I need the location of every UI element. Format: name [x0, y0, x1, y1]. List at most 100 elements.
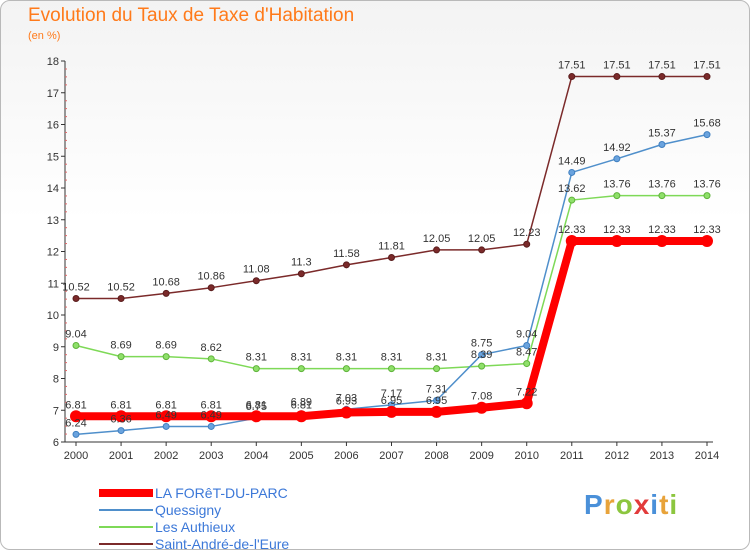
data-label: 8.31: [336, 352, 357, 364]
data-label: 12.33: [603, 224, 631, 236]
data-label: 6.81: [155, 399, 176, 411]
data-label: 7.17: [381, 388, 402, 400]
data-label: 6.81: [201, 399, 222, 411]
data-label: 12.33: [648, 224, 676, 236]
legend-label: Saint-André-de-l'Eure: [155, 536, 290, 550]
data-point: [433, 246, 441, 254]
y-tick-label: 15: [47, 151, 59, 163]
y-tick-label: 17: [47, 88, 59, 100]
logo-letter: x: [633, 489, 651, 520]
data-label: 11.58: [333, 248, 360, 260]
x-tick-label: 2003: [199, 450, 223, 462]
data-label: 6.75: [246, 401, 267, 413]
data-label: 12.23: [513, 227, 541, 239]
data-label: 10.68: [152, 276, 180, 288]
proxiti-logo: Proxiti: [584, 489, 678, 521]
data-point: [565, 235, 578, 248]
data-label: 12.33: [558, 224, 586, 236]
y-tick-label: 16: [47, 120, 59, 132]
data-point: [252, 365, 260, 373]
data-point: [385, 405, 398, 418]
data-label: 8.31: [246, 352, 267, 364]
data-label: 15.68: [693, 118, 721, 130]
data-label: 6.81: [246, 399, 267, 411]
data-label: 7.08: [471, 391, 492, 403]
data-label: 8.62: [201, 342, 222, 354]
x-tick-label: 2001: [109, 450, 133, 462]
legend-label: LA FORêT-DU-PARC: [155, 485, 288, 501]
data-point: [117, 353, 125, 361]
y-tick-label: 8: [53, 374, 59, 386]
data-point: [252, 277, 260, 285]
x-tick-label: 2002: [154, 450, 178, 462]
data-point: [703, 73, 711, 81]
data-point: [70, 410, 82, 423]
data-point: [613, 192, 621, 200]
data-label: 14.92: [603, 142, 631, 154]
legend-label: Les Authieux: [155, 519, 236, 535]
y-tick-label: 6: [53, 437, 59, 449]
data-point: [207, 422, 215, 430]
y-tick-label: 13: [47, 215, 59, 227]
data-point: [295, 410, 308, 423]
data-label: 17.51: [603, 60, 631, 72]
data-point: [433, 365, 441, 373]
data-point: [162, 353, 170, 361]
data-label: 11.3: [291, 257, 312, 269]
data-label: 10.52: [107, 281, 135, 293]
data-point: [478, 246, 486, 254]
data-label: 6.81: [291, 399, 312, 411]
data-point: [658, 192, 666, 200]
x-tick-label: 2006: [334, 450, 358, 462]
data-label: 6.89: [291, 397, 312, 409]
data-point: [613, 73, 621, 81]
data-point: [117, 294, 125, 302]
data-point: [703, 192, 711, 200]
data-point: [117, 427, 125, 435]
data-point: [162, 422, 170, 430]
y-tick-label: 9: [53, 342, 59, 354]
legend-swatch: [99, 489, 153, 497]
data-label: 8.39: [471, 349, 492, 361]
logo-letter: r: [603, 489, 616, 520]
data-label: 14.49: [558, 155, 586, 167]
logo-letter: o: [615, 489, 634, 520]
data-point: [297, 270, 305, 278]
data-point: [160, 410, 173, 423]
data-label: 9.04: [516, 328, 537, 340]
data-point: [162, 289, 170, 297]
data-point: [523, 341, 531, 349]
data-point: [523, 360, 531, 368]
data-point: [475, 401, 488, 414]
data-label: 6.93: [336, 395, 357, 407]
data-point: [340, 406, 353, 419]
data-point: [658, 141, 666, 149]
data-label: 13.76: [648, 179, 676, 191]
legend-swatch: [99, 543, 153, 545]
y-tick-label: 12: [47, 247, 59, 259]
x-tick-label: 2008: [424, 450, 448, 462]
data-label: 7.22: [516, 386, 537, 398]
data-label: 8.47: [516, 347, 537, 359]
y-tick-label: 14: [47, 183, 59, 195]
data-label: 8.31: [291, 352, 312, 364]
data-point: [433, 396, 441, 404]
x-tick-label: 2005: [289, 450, 313, 462]
x-tick-label: 2000: [64, 450, 88, 462]
data-label: 6.49: [201, 409, 222, 421]
logo-letter: i: [669, 489, 679, 520]
data-label: 13.76: [603, 179, 631, 191]
data-point: [207, 355, 215, 363]
data-point: [342, 261, 350, 269]
data-point: [520, 397, 533, 410]
data-point: [115, 410, 128, 423]
data-label: 6.81: [110, 399, 131, 411]
data-label: 13.62: [558, 183, 586, 195]
data-label: 6.36: [110, 414, 131, 426]
data-point: [388, 365, 395, 373]
data-point: [568, 196, 576, 204]
x-tick-label: 2004: [244, 450, 268, 462]
data-label: 17.51: [648, 60, 676, 72]
